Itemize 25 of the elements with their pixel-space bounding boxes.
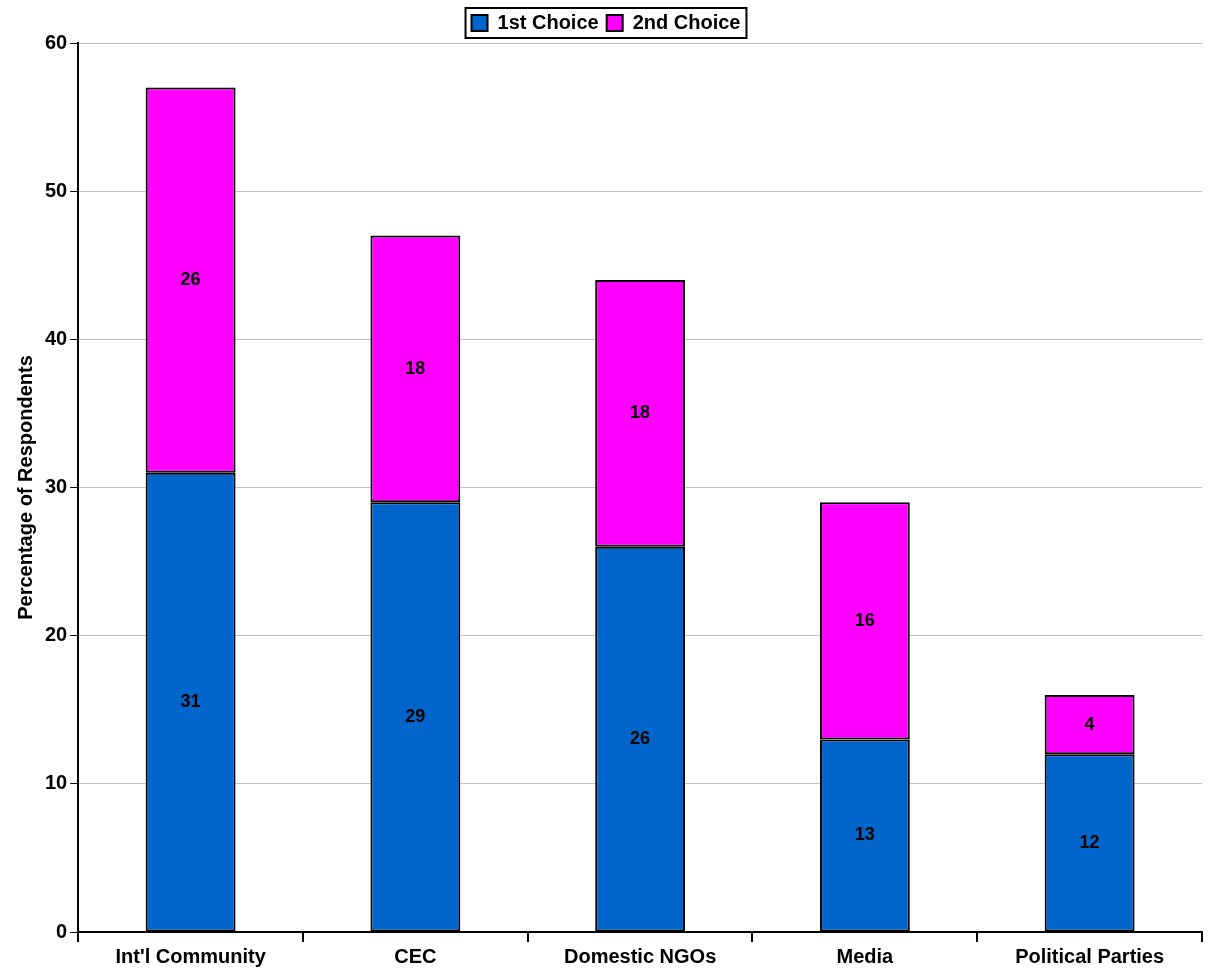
x-tick-label: Domestic NGOs: [563, 944, 717, 967]
legend-label: 1st Choice: [497, 10, 599, 33]
data-label: 16: [854, 609, 875, 630]
data-label: 18: [630, 402, 651, 423]
y-tick-label: 50: [45, 178, 68, 201]
y-axis-title: Percentage of Respondents: [13, 355, 36, 620]
data-label: 31: [180, 691, 201, 712]
y-tick-label: 60: [45, 30, 68, 53]
data-label: 4: [1084, 713, 1095, 734]
data-label: 12: [1079, 831, 1100, 852]
data-label: 26: [630, 728, 651, 749]
x-tick-label: CEC: [394, 944, 437, 967]
y-tick-label: 10: [45, 771, 68, 794]
data-label: 26: [180, 269, 201, 290]
y-tick-label: 0: [56, 919, 68, 942]
y-tick-label: 30: [45, 475, 68, 498]
x-tick-label: Political Parties: [1015, 944, 1165, 967]
x-tick-label: Media: [836, 944, 895, 967]
y-tick-label: 20: [45, 623, 68, 646]
legend-label: 2nd Choice: [632, 10, 741, 33]
data-label: 18: [405, 357, 426, 378]
data-label: 13: [854, 824, 875, 845]
x-tick-label: Int'l Community: [115, 944, 267, 967]
y-tick-label: 40: [45, 326, 68, 349]
data-label: 29: [405, 705, 426, 726]
